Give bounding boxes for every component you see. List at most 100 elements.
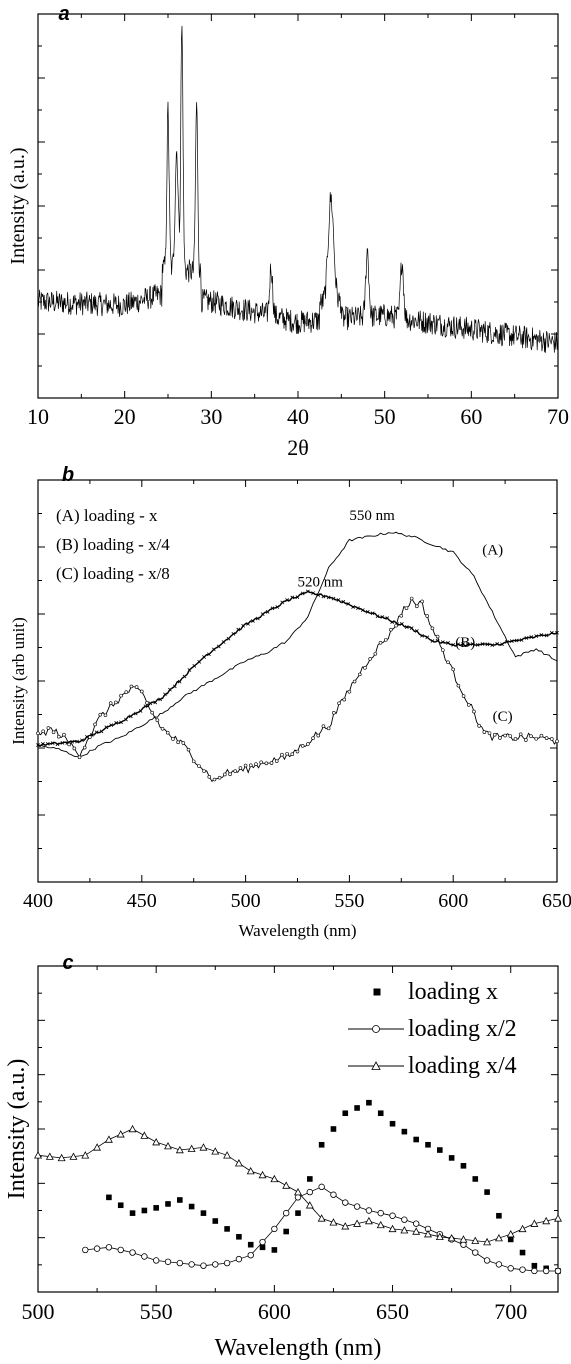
marker-circle <box>483 1257 491 1264</box>
marker-triangle <box>270 1174 279 1183</box>
series-c-marker <box>332 710 336 715</box>
marker-circle <box>401 1216 408 1223</box>
series-b-marker <box>404 625 409 629</box>
series-b-marker <box>41 741 45 746</box>
marker-square <box>236 1233 242 1240</box>
series-c-marker <box>254 762 258 766</box>
series-b-marker <box>336 598 341 602</box>
marker-circle <box>117 1246 124 1254</box>
series-c-marker <box>228 772 232 777</box>
series-c-marker <box>544 736 549 740</box>
marker-square <box>373 988 381 996</box>
series-c-marker <box>368 657 372 661</box>
series-b-marker <box>456 642 460 647</box>
series-c-marker <box>243 763 248 768</box>
series-c-marker <box>487 731 492 735</box>
legend-entry: loading x <box>408 979 498 1005</box>
marker-triangle <box>34 1151 42 1159</box>
marker-circle <box>460 1241 467 1248</box>
series-b-marker <box>177 679 182 684</box>
series-b-marker <box>326 595 331 600</box>
x-tick-label: 40 <box>287 404 309 429</box>
series-b-marker <box>221 640 226 644</box>
series-c-marker <box>259 760 263 765</box>
chart-panel-c: c 500 550 600 650 700 Wavelength (nm) Intensity… <box>4 952 562 1361</box>
marker-circle <box>294 1194 302 1201</box>
series-b-marker <box>505 639 509 644</box>
series-b-marker <box>104 725 109 730</box>
marker-triangle <box>57 1153 66 1162</box>
marker-triangle <box>317 1214 326 1222</box>
marker-triangle <box>282 1181 291 1189</box>
legend-entry: loading x/4 <box>408 1053 517 1079</box>
series-b-marker <box>207 652 211 657</box>
legend-entry: (B) loading - x/4 <box>56 535 170 554</box>
marker-circle <box>495 1261 503 1268</box>
series-c-marker <box>342 697 347 702</box>
series-c-marker <box>477 724 481 728</box>
series-b-marker <box>290 595 295 600</box>
series-b-marker <box>451 642 456 647</box>
series-c-marker <box>290 752 295 757</box>
marker-triangle <box>246 1166 255 1175</box>
marker-triangle <box>364 1216 373 1225</box>
marker-triangle <box>164 1141 172 1150</box>
series-b-marker <box>114 721 119 725</box>
series-b-marker <box>246 622 250 626</box>
series-b-marker <box>192 664 197 668</box>
x-tick-label: 550 <box>334 890 364 912</box>
x-tick-label: 600 <box>438 890 468 912</box>
series-line-b <box>37 590 558 747</box>
series-c-marker <box>41 729 45 734</box>
series-b-marker <box>251 619 255 623</box>
plot-frame <box>37 965 559 1293</box>
marker-triangle <box>140 1131 149 1139</box>
series-c-marker <box>295 749 300 754</box>
series-b-marker <box>380 615 385 619</box>
marker-triangle <box>329 1218 338 1226</box>
series-line-c <box>37 597 558 783</box>
marker-triangle <box>376 1220 385 1229</box>
series-b-marker <box>231 631 236 636</box>
marker-circle <box>318 1183 325 1191</box>
series-line <box>37 1128 559 1243</box>
marker-circle <box>141 1253 148 1260</box>
marker-circle <box>353 1203 361 1210</box>
marker-square <box>413 1136 419 1143</box>
marker-triangle <box>435 1232 444 1240</box>
marker-triangle <box>459 1235 468 1243</box>
series-b-marker <box>485 642 490 647</box>
marker-triangle <box>234 1159 243 1167</box>
series-c-marker <box>165 730 170 735</box>
series-c-marker <box>114 700 118 705</box>
marker-square <box>425 1141 431 1148</box>
series-b-marker <box>420 633 424 638</box>
series-c-marker <box>191 759 196 764</box>
series-c-marker <box>238 766 243 770</box>
series-c-marker <box>555 739 559 744</box>
legend-entry: (C) loading - x/8 <box>56 564 170 583</box>
x-tick-label: 10 <box>27 404 49 429</box>
x-tick-label: 450 <box>127 890 157 912</box>
marker-circle <box>542 1267 550 1275</box>
marker-square <box>129 1210 136 1216</box>
series-c-marker <box>72 746 77 751</box>
x-tick-label: 30 <box>200 404 222 429</box>
marker-circle <box>389 1212 396 1219</box>
marker-triangle <box>388 1224 397 1233</box>
series-c-marker <box>513 737 518 741</box>
marker-square <box>318 1141 325 1148</box>
series-b-marker <box>430 639 435 643</box>
marker-triangle <box>116 1130 125 1138</box>
series-c-marker <box>337 701 341 706</box>
marker-triangle <box>294 1187 302 1196</box>
marker-square <box>307 1176 313 1182</box>
series-c-marker <box>217 775 222 780</box>
series-b-marker <box>236 627 241 632</box>
marker-circle <box>93 1245 101 1252</box>
series-b-marker <box>519 638 524 642</box>
series-c-marker <box>51 730 56 735</box>
plot-frame <box>37 13 559 399</box>
series-b-marker <box>390 620 395 624</box>
